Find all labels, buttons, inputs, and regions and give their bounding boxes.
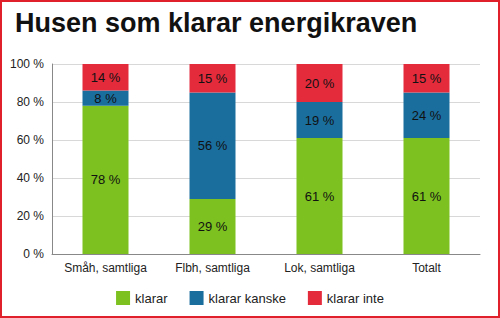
svg-text:24 %: 24 % [412, 108, 442, 123]
svg-text:20 %: 20 % [17, 209, 45, 223]
svg-text:60 %: 60 % [17, 133, 45, 147]
svg-text:61 %: 61 % [412, 189, 442, 204]
svg-text:19 %: 19 % [305, 113, 335, 128]
svg-text:40 %: 40 % [17, 171, 45, 185]
svg-text:klarar kanske: klarar kanske [209, 291, 286, 306]
svg-text:80 %: 80 % [17, 95, 45, 109]
svg-text:29 %: 29 % [198, 219, 228, 234]
svg-text:8 %: 8 % [94, 91, 117, 106]
svg-text:61 %: 61 % [305, 189, 335, 204]
svg-text:klarar: klarar [135, 291, 168, 306]
svg-text:14 %: 14 % [91, 70, 121, 85]
svg-text:20 %: 20 % [305, 76, 335, 91]
svg-text:klarar inte: klarar inte [327, 291, 384, 306]
svg-text:56 %: 56 % [198, 138, 228, 153]
svg-text:Småh, samtliga: Småh, samtliga [64, 261, 147, 275]
svg-text:78 %: 78 % [91, 172, 121, 187]
svg-text:15 %: 15 % [198, 71, 228, 86]
svg-text:Lok, samtliga: Lok, samtliga [284, 261, 355, 275]
svg-text:Totalt: Totalt [412, 261, 441, 275]
svg-text:Husen som klarar energikraven: Husen som klarar energikraven [15, 8, 417, 38]
svg-text:100 %: 100 % [10, 57, 44, 71]
svg-text:0 %: 0 % [23, 247, 44, 261]
svg-text:15 %: 15 % [412, 71, 442, 86]
svg-text:Flbh, samtliga: Flbh, samtliga [175, 261, 250, 275]
